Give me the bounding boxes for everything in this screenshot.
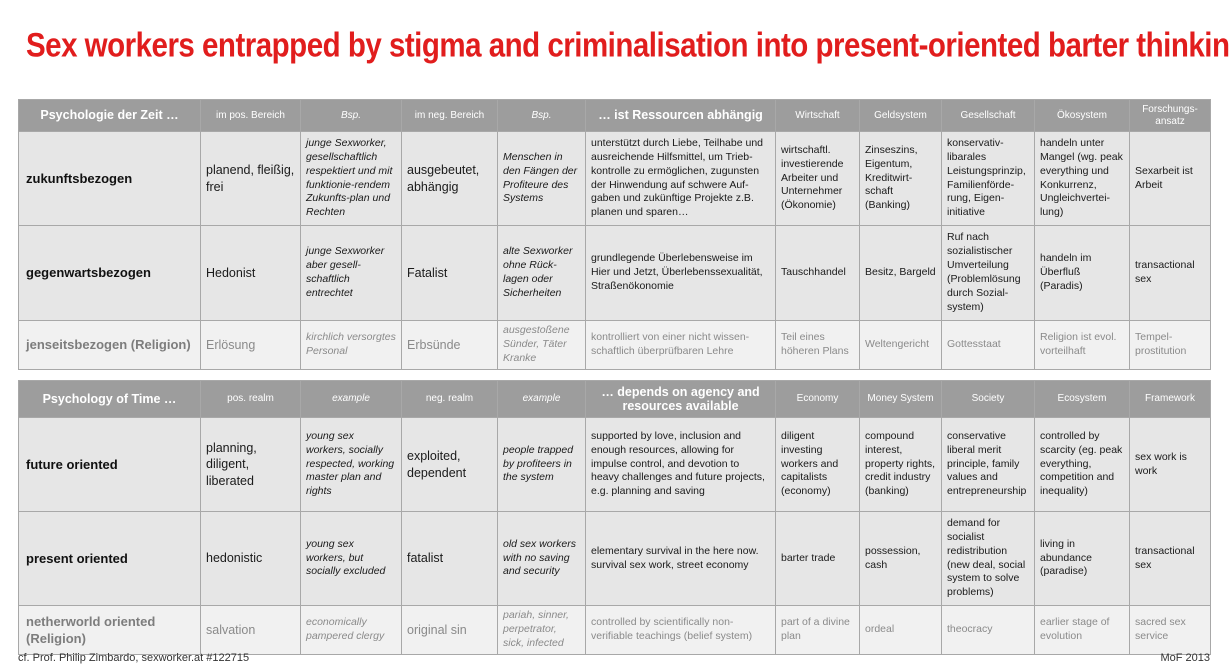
citation-footer: cf. Prof. Philip Zimbardo, sexworker.at … (18, 652, 250, 664)
table-cell: junge Sexworker, gesellschaftlich respek… (300, 131, 402, 226)
table-cell: ordeal (859, 605, 942, 655)
header-cell: example (497, 380, 586, 418)
row-header: zukunftsbezogen (18, 131, 201, 226)
header-cell: Framework (1129, 380, 1211, 418)
table-cell: Gottesstaat (941, 320, 1035, 370)
table-cell: conservative liberal merit principle, fa… (941, 417, 1035, 512)
table-cell: earlier stage of evolution (1034, 605, 1130, 655)
table-cell: kirchlich versorgtes Personal (300, 320, 402, 370)
table-cell: alte Sexworker ohne Rück-lagen oder Sich… (497, 225, 586, 321)
table-cell: supported by love, inclusion and enough … (585, 417, 776, 512)
table-cell: Sexarbeit ist Arbeit (1129, 131, 1211, 226)
table-cell: fatalist (401, 511, 498, 606)
header-cell: example (300, 380, 402, 418)
header-cell: … ist Ressourcen abhängig (585, 99, 776, 132)
header-cell: Psychology of Time … (18, 380, 201, 418)
table-cell: Erbsünde (401, 320, 498, 370)
header-cell: Geldsystem (859, 99, 942, 132)
table-cell: living in abundance (paradise) (1034, 511, 1130, 606)
table-cell: ausgebeutet, abhängig (401, 131, 498, 226)
header-cell: … depends on agency and resources availa… (585, 380, 776, 418)
header-cell: Bsp. (497, 99, 586, 132)
table-cell: handeln unter Mangel (wg. peak everythin… (1034, 131, 1130, 226)
header-cell: Forschungs-ansatz (1129, 99, 1211, 132)
page-title: Sex workers entrapped by stigma and crim… (26, 26, 1230, 65)
table-row: jenseitsbezogen (Religion) Erlösung kirc… (18, 320, 1211, 370)
table-cell: pariah, sinner, perpetrator, sick, infec… (497, 605, 586, 655)
table-cell: possession, cash (859, 511, 942, 606)
header-cell: Society (941, 380, 1035, 418)
english-table: Psychology of Time … pos. realm example … (18, 380, 1211, 655)
table-cell: elementary survival in the here now. sur… (585, 511, 776, 606)
header-cell: Ökosystem (1034, 99, 1130, 132)
table-cell: handeln im Überfluß (Paradis) (1034, 225, 1130, 321)
table-cell: controlled by scientifically non-verifia… (585, 605, 776, 655)
table-cell: planning, diligent, liberated (200, 417, 301, 512)
row-header: netherworld oriented (Religion) (18, 605, 201, 655)
table-cell: Teil eines höheren Plans (775, 320, 860, 370)
table-cell: hedonistic (200, 511, 301, 606)
table-cell: economically pampered clergy (300, 605, 402, 655)
table-cell: Weltengericht (859, 320, 942, 370)
table-cell: people trapped by profiteers in the syst… (497, 417, 586, 512)
table-cell: young sex workers, socially respected, w… (300, 417, 402, 512)
table-cell: planend, fleißig, frei (200, 131, 301, 226)
table-cell: Erlösung (200, 320, 301, 370)
header-cell: Psychologie der Zeit … (18, 99, 201, 132)
table-cell: Fatalist (401, 225, 498, 321)
table-cell: Tauschhandel (775, 225, 860, 321)
table-cell: Menschen in den Fängen der Profiteure de… (497, 131, 586, 226)
german-table: Psychologie der Zeit … im pos. Bereich B… (18, 99, 1211, 370)
table-cell: exploited, dependent (401, 417, 498, 512)
table-cell: wirtschaftl. investierende Arbeiter und … (775, 131, 860, 226)
table-row: zukunftsbezogen planend, fleißig, frei j… (18, 131, 1211, 226)
table-cell: ausgestoßene Sünder, Täter Kranke (497, 320, 586, 370)
row-header: present oriented (18, 511, 201, 606)
header-cell: im neg. Bereich (401, 99, 498, 132)
table-cell: konservativ-libarales Leistungsprinzip, … (941, 131, 1035, 226)
author-footer: MoF 2013 (1160, 652, 1210, 664)
table-cell: demand for socialist redistribution (new… (941, 511, 1035, 606)
table-cell: transactional sex (1129, 225, 1211, 321)
table-row: netherworld oriented (Religion) salvatio… (18, 605, 1211, 655)
table-cell: controlled by scarcity (eg. peak everyth… (1034, 417, 1130, 512)
table-row: gegenwartsbezogen Hedonist junge Sexwork… (18, 225, 1211, 321)
header-cell: Bsp. (300, 99, 402, 132)
table-cell: original sin (401, 605, 498, 655)
table-cell: compound interest, property rights, cred… (859, 417, 942, 512)
header-cell: neg. realm (401, 380, 498, 418)
table-cell: sex work is work (1129, 417, 1211, 512)
table-cell: kontrolliert von einer nicht wissen-scha… (585, 320, 776, 370)
table-row: future oriented planning, diligent, libe… (18, 417, 1211, 512)
row-header: future oriented (18, 417, 201, 512)
table-cell: transactional sex (1129, 511, 1211, 606)
table-cell: junge Sexworker aber gesell-schaftlich e… (300, 225, 402, 321)
table-cell: old sex workers with no saving and secur… (497, 511, 586, 606)
table-cell: salvation (200, 605, 301, 655)
table-cell: part of a divine plan (775, 605, 860, 655)
table-cell: sacred sex service (1129, 605, 1211, 655)
table-cell: grundlegende Überlebensweise im Hier und… (585, 225, 776, 321)
table-cell: unterstützt durch Liebe, Teilhabe und au… (585, 131, 776, 226)
table-cell: Zinseszins, Eigentum, Kreditwirt-schaft … (859, 131, 942, 226)
header-cell: pos. realm (200, 380, 301, 418)
table-cell: theocracy (941, 605, 1035, 655)
table-cell: Tempel-prostitution (1129, 320, 1211, 370)
header-cell: Wirtschaft (775, 99, 860, 132)
header-cell: Money System (859, 380, 942, 418)
header-cell: Economy (775, 380, 860, 418)
header-cell: Ecosystem (1034, 380, 1130, 418)
table-cell: young sex workers, but socially excluded (300, 511, 402, 606)
table-cell: barter trade (775, 511, 860, 606)
table-row: present oriented hedonistic young sex wo… (18, 511, 1211, 606)
table-cell: Religion ist evol. vorteilhaft (1034, 320, 1130, 370)
table-cell: Hedonist (200, 225, 301, 321)
row-header: gegenwartsbezogen (18, 225, 201, 321)
row-header: jenseitsbezogen (Religion) (18, 320, 201, 370)
table-cell: diligent investing workers and capitalis… (775, 417, 860, 512)
header-cell: Gesellschaft (941, 99, 1035, 132)
table-cell: Ruf nach sozialistischer Umverteilung (P… (941, 225, 1035, 321)
table-cell: Besitz, Bargeld (859, 225, 942, 321)
header-cell: im pos. Bereich (200, 99, 301, 132)
